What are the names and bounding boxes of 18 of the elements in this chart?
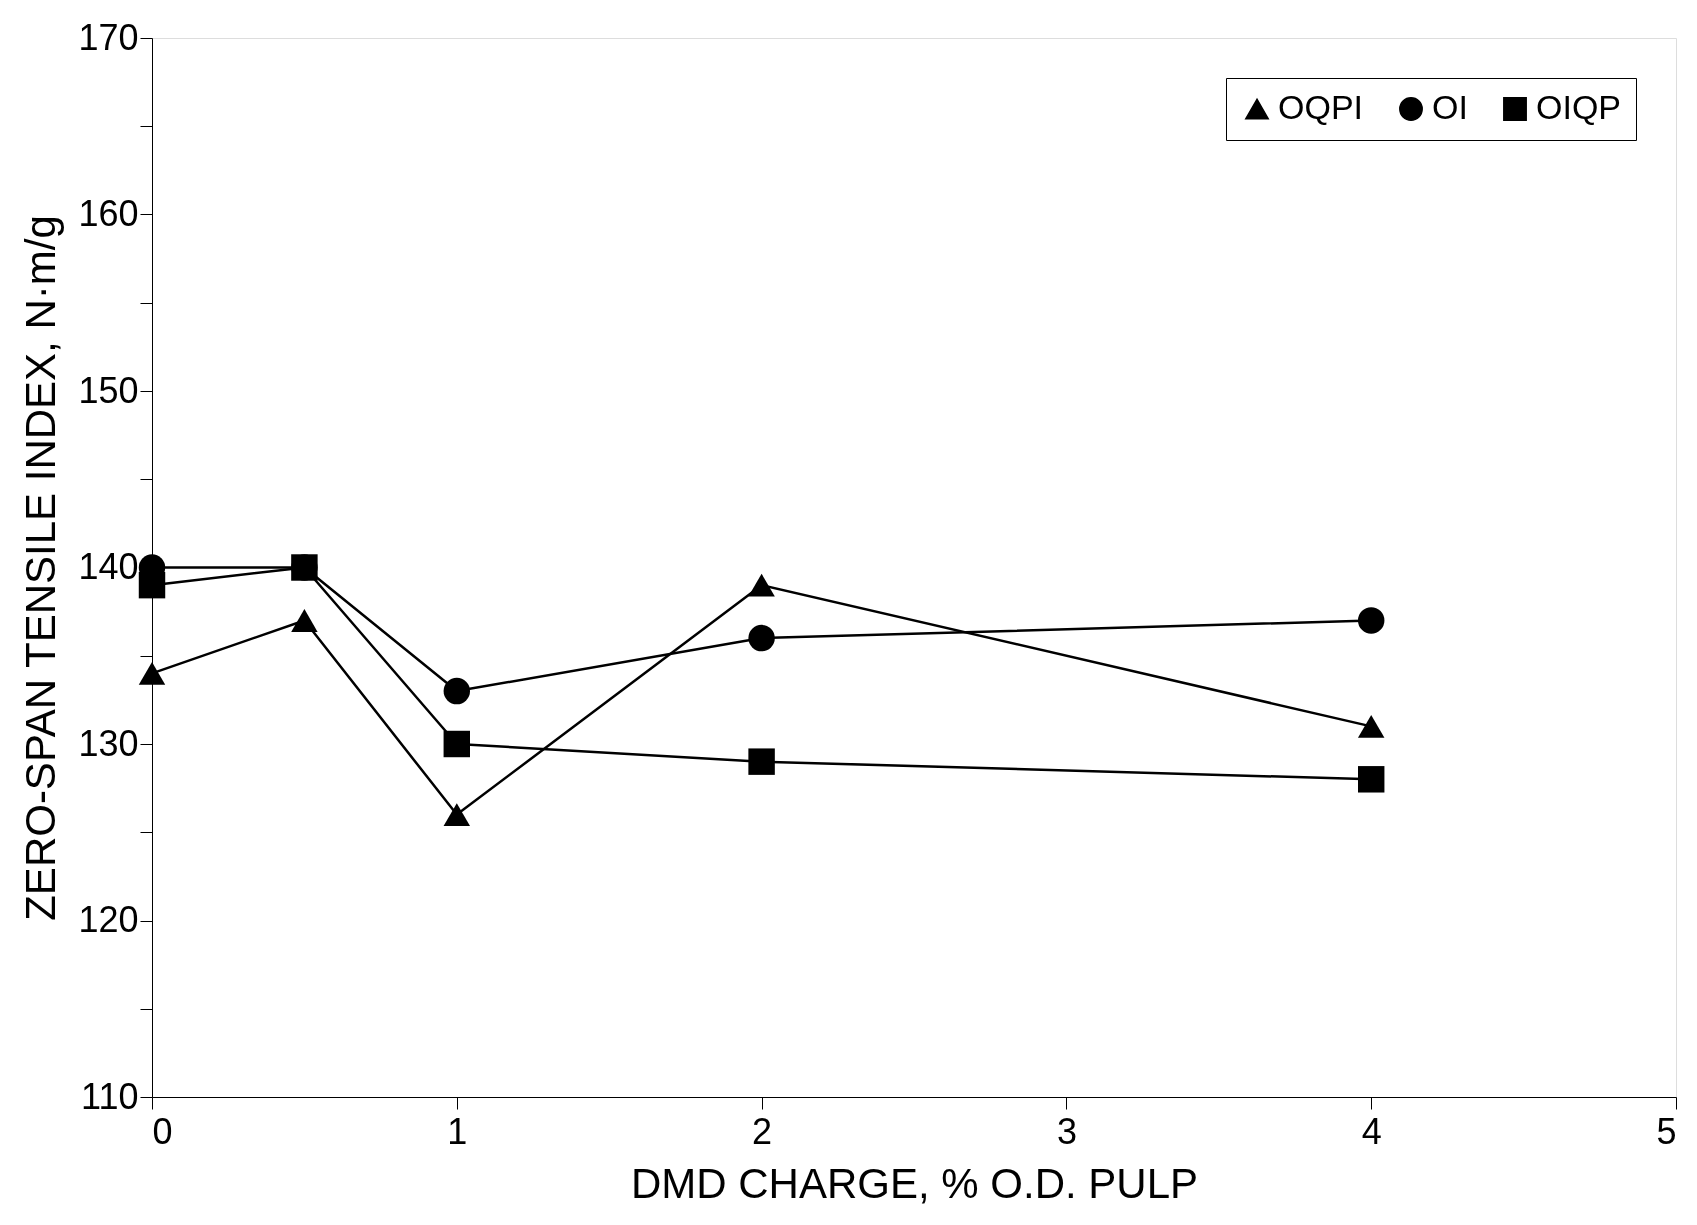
x-tick-label: 0 xyxy=(152,1110,173,1152)
x-axis-title: DMD CHARGE, % O.D. PULP xyxy=(630,1159,1199,1207)
legend-label: OIQP xyxy=(1536,88,1622,126)
y-tick-label: 130 xyxy=(78,722,139,764)
x-tick-label: 1 xyxy=(447,1110,468,1152)
y-tick-label: 110 xyxy=(81,1075,139,1117)
y-axis-title: ZERO-SPAN TENSILE INDEX, N·m/g xyxy=(17,215,65,921)
y-tick-label: 170 xyxy=(78,16,139,58)
x-tick-label: 3 xyxy=(1056,1110,1077,1152)
y-tick-label: 150 xyxy=(78,369,139,411)
x-tick-label: 5 xyxy=(1656,1110,1677,1152)
y-tick-label: 160 xyxy=(78,193,139,234)
legend-label: OI xyxy=(1432,88,1468,126)
legend-label: OQPI xyxy=(1278,88,1364,126)
x-tick-label: 2 xyxy=(752,1110,773,1152)
y-tick-label: 120 xyxy=(78,899,139,940)
y-tick-label: 140 xyxy=(78,546,139,587)
x-tick-label: 4 xyxy=(1361,1110,1382,1152)
